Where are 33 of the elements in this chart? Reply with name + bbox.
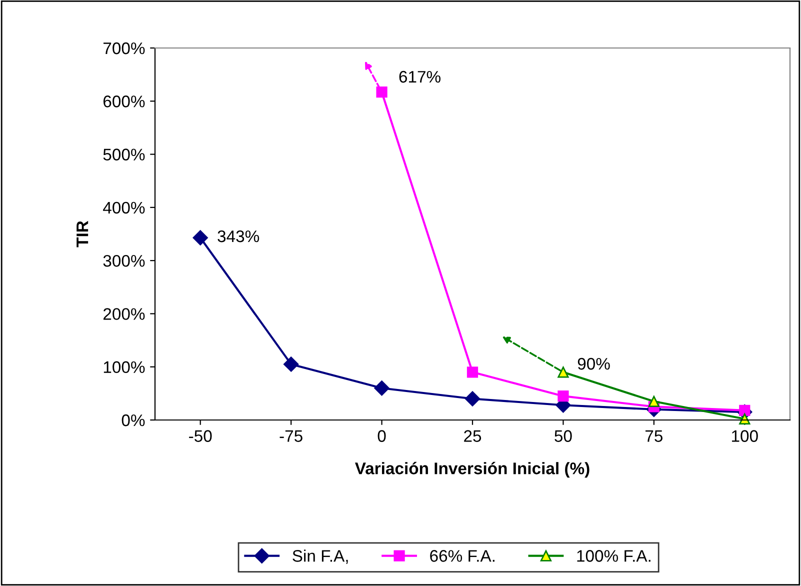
x-tick-label: 0 — [378, 430, 386, 442]
point — [464, 391, 480, 406]
point — [284, 356, 299, 372]
point — [558, 390, 569, 402]
x-tick-label: 50 — [554, 430, 572, 442]
y-tick-label: 700% — [104, 42, 145, 54]
annotation: 343% — [218, 230, 260, 242]
x-tick-label: -50 — [189, 430, 212, 442]
y-tick-label: 0% — [122, 414, 145, 426]
y-tick-label: 500% — [103, 148, 145, 160]
y-axis-title: TIR — [76, 220, 88, 248]
x-tick-label: 100 — [732, 430, 758, 442]
point — [374, 380, 390, 396]
x-tick-label: 25 — [464, 430, 482, 442]
point — [466, 366, 478, 378]
legend-label: 100% F.A. — [577, 550, 650, 562]
annotation: 90% — [578, 358, 610, 370]
point — [192, 230, 208, 246]
x-tick-label: -75 — [280, 430, 302, 442]
y-tick-label: 300% — [103, 254, 145, 267]
point — [739, 413, 750, 424]
point — [648, 396, 660, 407]
legend-label: Sin F.A, — [292, 550, 348, 564]
annotation: 617% — [399, 70, 440, 83]
y-tick-label: 400% — [103, 202, 145, 214]
y-tick-label: 200% — [103, 308, 145, 320]
point — [376, 86, 388, 98]
y-tick-label: 100% — [104, 361, 145, 374]
legend-label: 66% F.A. — [430, 550, 494, 562]
point — [558, 366, 569, 378]
y-tick-label: 600% — [104, 96, 145, 108]
x-axis-title: Variación Inversión Inicial (%) — [354, 462, 590, 478]
x-tick-label: 75 — [646, 430, 662, 442]
